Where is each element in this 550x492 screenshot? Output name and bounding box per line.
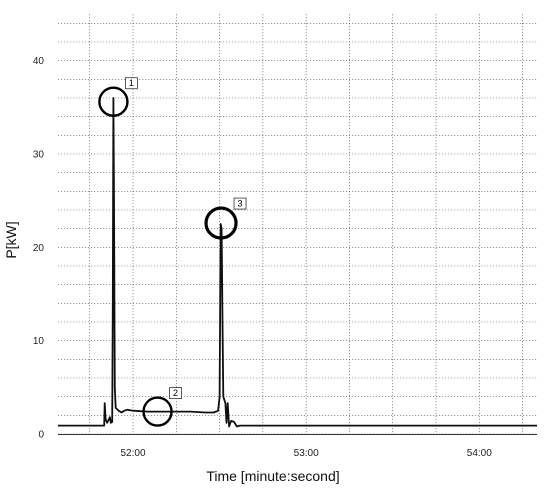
x-tick-label: 54:00 (467, 448, 492, 459)
x-tick-label: 52:00 (121, 448, 146, 459)
grid (58, 14, 537, 435)
annotation-label: 3 (238, 199, 243, 209)
y-ticks: 0 10 20 30 40 (33, 56, 45, 440)
x-ticks: 52:00 53:00 54:00 (121, 448, 493, 459)
y-tick-label: 0 (38, 430, 44, 441)
annotation-box (125, 77, 138, 90)
annotation-label: 1 (129, 78, 134, 88)
power-series-line (58, 97, 537, 428)
annotation-label: 2 (173, 388, 178, 398)
x-axis-label: Time [minute:second] (206, 468, 339, 484)
annotation-circle (204, 206, 238, 240)
y-tick-label: 40 (33, 56, 45, 67)
y-tick-label: 30 (33, 150, 45, 161)
series-layer (58, 97, 537, 428)
annotation-box (233, 197, 247, 210)
annotation-circle (98, 86, 129, 117)
annotation-layer: 1 2 3 (98, 77, 247, 427)
x-tick-label: 53:00 (294, 448, 319, 459)
y-tick-label: 10 (33, 336, 45, 347)
y-axis-label: P[kW] (3, 221, 19, 258)
annotation-box (169, 387, 182, 400)
y-tick-label: 20 (33, 243, 45, 254)
annotation-circle (142, 396, 173, 427)
